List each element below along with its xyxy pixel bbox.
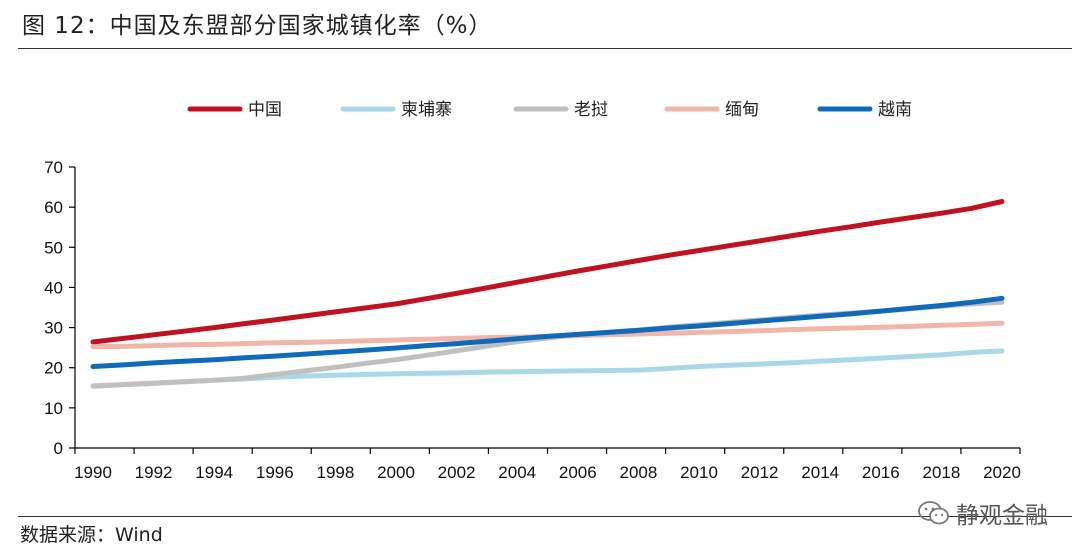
- watermark-text: 静观金融: [956, 503, 1048, 529]
- legend-label: 缅甸: [725, 100, 759, 120]
- legend-label: 老挝: [574, 100, 608, 120]
- series-lines: [90, 199, 1005, 389]
- legend-label: 柬埔寨: [401, 100, 452, 120]
- y-axis: 0 10 20 30 40 50 60 70: [44, 158, 76, 458]
- x-axis: 1990 1992 1994 1996 1998 2000 2002 2004 2006 2008…: [74, 447, 1021, 482]
- y-tick-label: 30: [44, 319, 63, 338]
- series-line-0: [90, 199, 1005, 345]
- x-tick-label: 1996: [256, 463, 294, 482]
- legend-item-3: 缅甸: [664, 100, 759, 120]
- x-tick-label: 2000: [377, 463, 415, 482]
- legend-item-1: 柬埔寨: [340, 100, 452, 120]
- y-tick-label: 20: [44, 359, 63, 378]
- x-tick-label: 2010: [680, 463, 718, 482]
- x-tick-label: 2008: [619, 463, 657, 482]
- y-tick-label: 70: [44, 158, 63, 177]
- x-tick-label: 1994: [195, 463, 233, 482]
- x-tick-label: 2012: [741, 463, 779, 482]
- legend-label: 中国: [248, 100, 282, 120]
- x-tick-label: 2018: [922, 463, 960, 482]
- bottom-rule: [18, 516, 1072, 517]
- series-line-4: [90, 295, 1005, 369]
- x-tick-label: 1998: [316, 463, 354, 482]
- legend-label: 越南: [878, 100, 912, 120]
- legend-item-2: 老挝: [513, 100, 608, 120]
- watermark: 静观金融: [918, 496, 1048, 530]
- y-tick-label: 0: [54, 439, 63, 458]
- wechat-icon: [918, 501, 949, 525]
- y-tick-label: 50: [44, 238, 63, 257]
- y-tick-label: 60: [44, 198, 63, 217]
- data-source: 数据来源：Wind: [20, 524, 163, 546]
- x-tick-label: 2006: [559, 463, 597, 482]
- y-tick-label: 10: [44, 399, 63, 418]
- x-tick-label: 2002: [438, 463, 476, 482]
- legend-item-0: 中国: [187, 100, 282, 120]
- x-tick-label: 2016: [862, 463, 900, 482]
- line-chart: 中国 柬埔寨 老挝 缅甸 越南 0 10 20 30 40 50 60 70 1990 1992 1994…: [44, 100, 1021, 482]
- legend: 中国 柬埔寨 老挝 缅甸 越南: [187, 100, 912, 120]
- y-tick-label: 40: [44, 278, 63, 297]
- figure-title: 图 12：中国及东盟部分国家城镇化率（%）: [22, 13, 493, 39]
- x-tick-label: 1990: [74, 463, 112, 482]
- x-tick-label: 2020: [983, 463, 1021, 482]
- x-tick-label: 1992: [135, 463, 173, 482]
- top-rule: [18, 48, 1072, 49]
- x-tick-label: 2014: [801, 463, 839, 482]
- legend-item-4: 越南: [817, 100, 912, 120]
- x-tick-label: 2004: [498, 463, 536, 482]
